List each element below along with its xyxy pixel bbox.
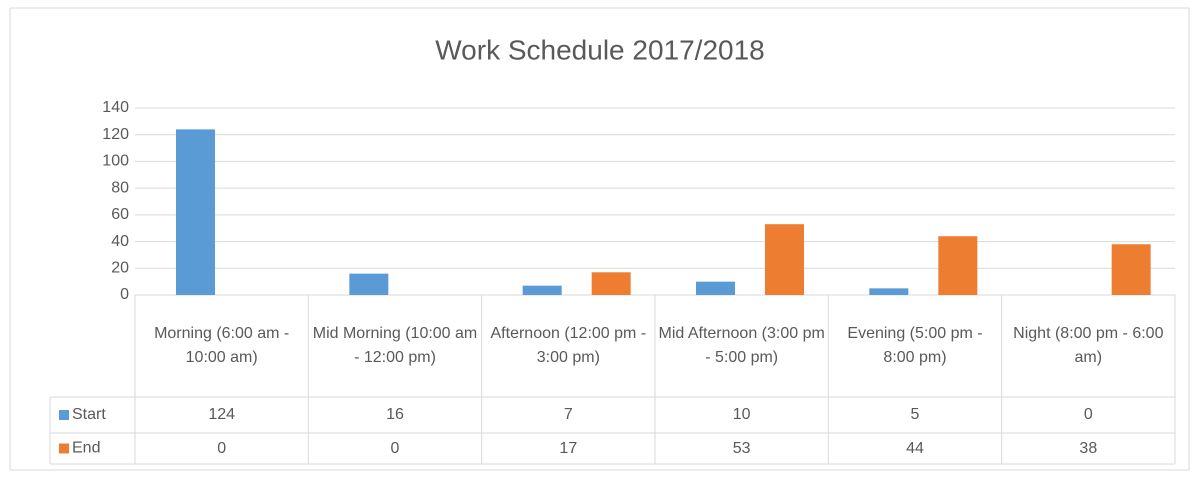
table-value-box: 38 xyxy=(1079,439,1098,457)
bar xyxy=(696,281,735,295)
category-label: Afternoon (12:00 pm - 3:00 pm) xyxy=(490,325,647,366)
category-label-box: Evening (5:00 pm - 8:00 pm) xyxy=(847,325,983,366)
table-value-box: 5 xyxy=(910,406,920,423)
y-tick-label: 40 xyxy=(111,233,129,250)
table-value-box: 0 xyxy=(390,439,400,457)
table-value-box: 53 xyxy=(732,439,751,457)
category-label-box: Mid Afternoon (3:00 pm - 5:00 pm) xyxy=(658,325,825,366)
bar xyxy=(765,224,804,295)
bar xyxy=(349,273,389,295)
table-value-box: 10 xyxy=(732,406,751,423)
table-value: 17 xyxy=(559,439,578,457)
category-label: Morning (6:00 am - 10:00 am) xyxy=(154,325,290,366)
table-value: 5 xyxy=(910,406,920,423)
bar xyxy=(176,129,215,295)
category-label-box: Afternoon (12:00 pm - 3:00 pm) xyxy=(490,325,647,366)
table-value-box: 0 xyxy=(217,439,227,457)
chart-title: Work Schedule 2017/2018 xyxy=(435,34,765,65)
y-tick-label: 120 xyxy=(102,126,129,143)
y-tick-label: 140 xyxy=(102,99,129,116)
bar xyxy=(938,236,978,295)
category-label-box: Morning (6:00 am - 10:00 am) xyxy=(154,325,290,366)
category-label-box: Night (8:00 pm - 6:00 am) xyxy=(1013,325,1164,366)
bar xyxy=(591,272,631,295)
y-tick-label: 20 xyxy=(111,260,129,277)
legend-label: Start xyxy=(72,406,106,423)
y-tick-label: 100 xyxy=(102,153,129,170)
table-value-box: 16 xyxy=(386,406,404,423)
y-tick-label: 80 xyxy=(111,179,129,196)
table-value: 38 xyxy=(1079,439,1098,457)
table-value: 44 xyxy=(906,439,924,457)
legend-label: End xyxy=(72,440,100,457)
table-value-box: 7 xyxy=(563,406,573,423)
legend-swatch xyxy=(59,443,69,454)
table-value: 7 xyxy=(563,406,573,423)
table-value-box: 0 xyxy=(1083,406,1093,423)
table-value: 124 xyxy=(208,406,236,423)
table-value: 53 xyxy=(732,439,751,457)
y-tick-label: 60 xyxy=(111,206,129,223)
category-label: Mid Afternoon (3:00 pm - 5:00 pm) xyxy=(658,325,825,366)
table-value: 10 xyxy=(732,406,751,423)
table-value: 0 xyxy=(1083,406,1093,423)
table-value-box: 124 xyxy=(208,406,236,423)
y-tick-label: 0 xyxy=(120,286,129,303)
category-label: Mid Morning (10:00 am - 12:00 pm) xyxy=(312,325,478,366)
category-label: Evening (5:00 pm - 8:00 pm) xyxy=(847,325,983,366)
category-label-box: Mid Morning (10:00 am - 12:00 pm) xyxy=(312,325,478,366)
bar xyxy=(522,285,562,295)
bar xyxy=(1111,244,1151,295)
table-value: 0 xyxy=(390,439,400,457)
table-value-box: 17 xyxy=(559,439,578,457)
table-value: 16 xyxy=(386,406,404,423)
category-label: Night (8:00 pm - 6:00 am) xyxy=(1013,325,1164,366)
table-value: 0 xyxy=(217,439,227,457)
legend-swatch xyxy=(59,410,69,420)
table-value-box: 44 xyxy=(906,439,924,457)
bar xyxy=(869,288,909,295)
